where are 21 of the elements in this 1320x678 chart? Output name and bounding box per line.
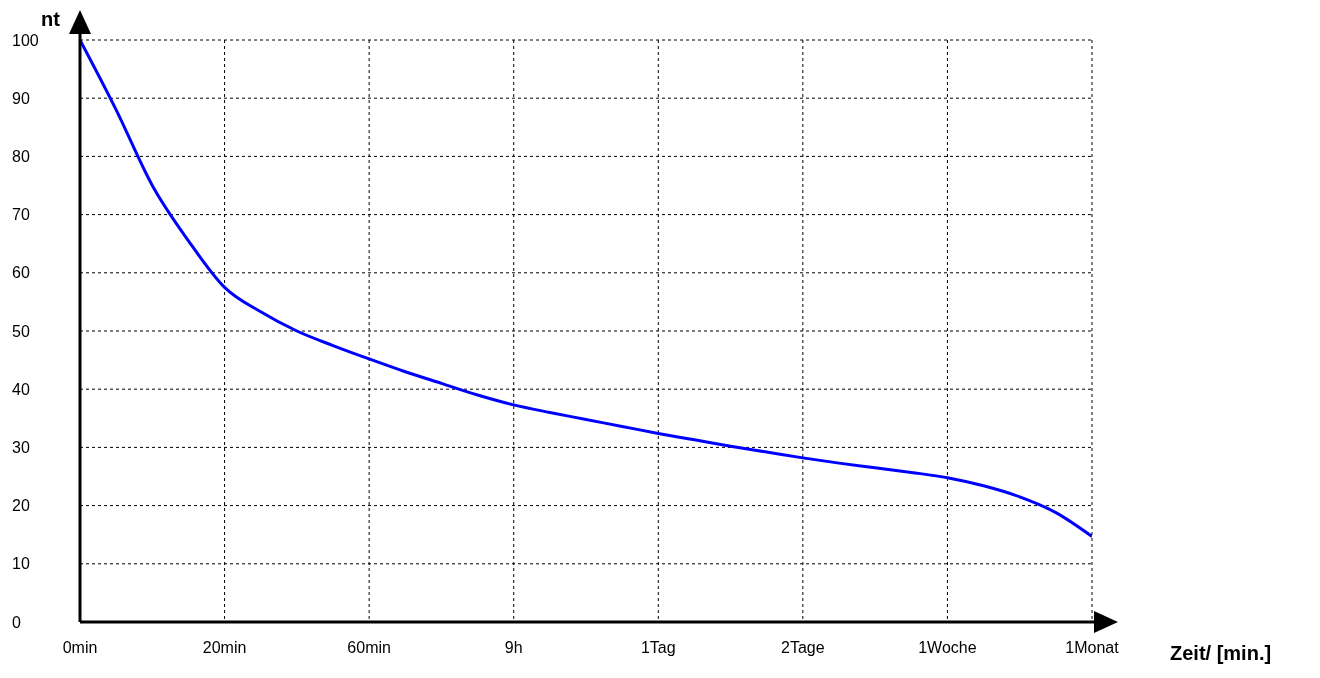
y-tick-label: 20	[12, 497, 30, 515]
x-tick-label: 1Woche	[918, 639, 977, 657]
y-tick-label: 100	[12, 31, 39, 49]
x-tick-label: 1Tag	[640, 639, 676, 657]
x-tick-label: 2Tage	[781, 639, 825, 657]
x-tick-label: 1Monat	[1065, 639, 1120, 657]
y-tick-label: 60	[12, 264, 30, 282]
y-tick-label: 10	[12, 555, 30, 573]
y-tick-label: 90	[12, 89, 30, 107]
y-tick-label: 30	[12, 439, 30, 457]
x-tick-label: 0min	[62, 639, 98, 657]
y-tick-label: 0	[12, 613, 21, 631]
y-tick-label: 40	[12, 380, 30, 398]
y-tick-label: 70	[12, 206, 30, 224]
y-axis-title: nt	[41, 8, 61, 31]
y-tick-label: 50	[12, 322, 30, 340]
x-axis-title: Zeit/ [min.]	[1170, 642, 1272, 664]
y-tick-label: 80	[12, 148, 30, 166]
x-tick-label: 20min	[202, 639, 247, 657]
x-tick-label: 9h	[504, 639, 523, 657]
x-tick-label: 60min	[347, 639, 391, 657]
